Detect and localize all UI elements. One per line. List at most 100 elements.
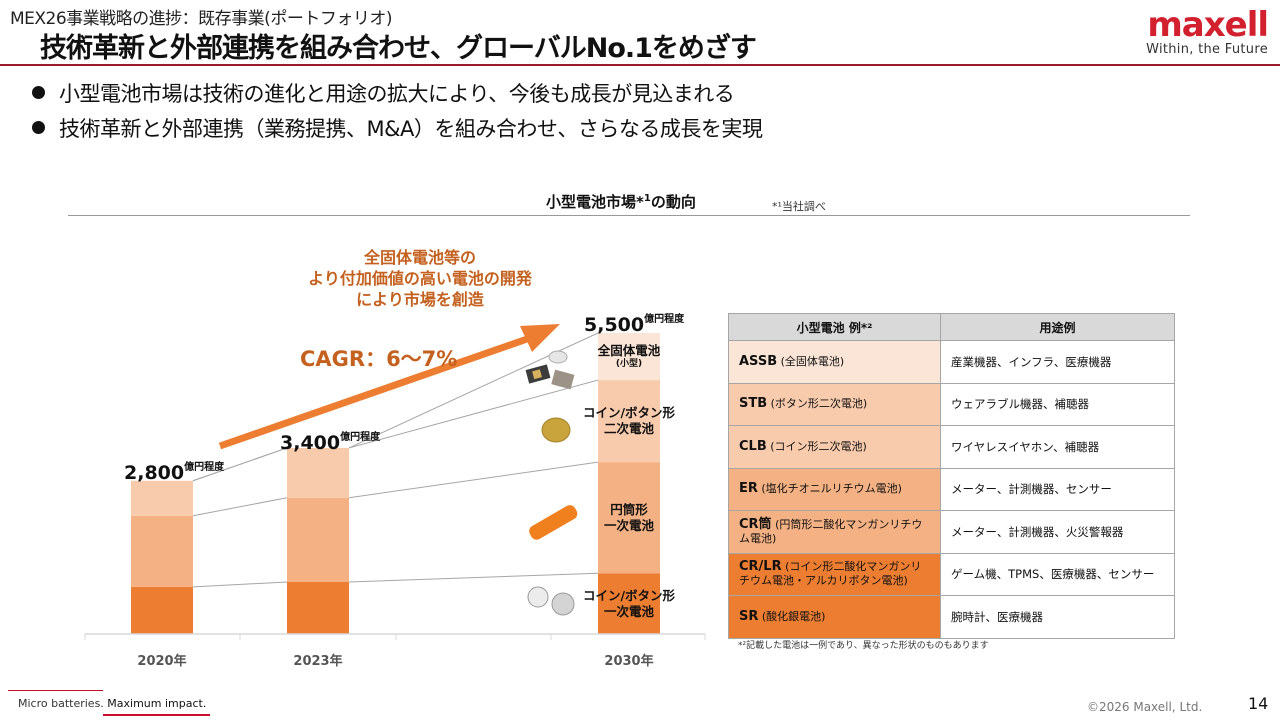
use-case-cell: ワイヤレスイヤホン、補聴器 [940, 425, 1175, 469]
battery-type-cell: STB (ボタン形二次電池) [728, 382, 941, 426]
bar-segment [287, 582, 349, 634]
cylindrical-battery-image [529, 505, 578, 540]
connector-line [192, 497, 288, 517]
coin-primary-battery-image [527, 586, 549, 608]
battery-description: (ボタン形二次電池) [770, 397, 868, 411]
callout-line: 全固体電池等の [363, 248, 476, 267]
chart-source-note: *¹当社調べ [772, 200, 826, 213]
page-number: 14 [1248, 694, 1269, 713]
battery-examples-table: 小型電池 例*² 用途例 ASSB (全固体電池) 産業機器、インフラ、医療機器 S… [728, 313, 1175, 639]
segment-label-line: コイン/ボタン形 [582, 587, 676, 603]
bar-total-label: 2,800億円程度 [124, 458, 224, 484]
callout-line: より付加価値の高い電池の開発 [308, 269, 532, 288]
bar-segment [598, 462, 660, 574]
bullet-item: 小型電池市場は技術の進化と用途の拡大により、今後も成長が見込まれる [32, 78, 735, 108]
battery-code: CR/LR [739, 559, 782, 575]
bar-segment [598, 333, 660, 381]
slide-title: 技術革新と外部連携を組み合わせ、グローバルNo.1をめざす [40, 33, 757, 64]
chart-title-main: 小型電池市場* [546, 193, 644, 211]
bar-segment [131, 586, 193, 634]
use-case-cell: メーター、計測機器、火災警報器 [940, 510, 1175, 554]
battery-description: (コイン形二次電池) [770, 439, 867, 453]
assb-battery-image [548, 350, 568, 364]
bullet-item: 技術革新と外部連携（業務提携、M&A）を組み合わせ、さらなる成長を実現 [32, 113, 763, 143]
connector-line [348, 379, 599, 449]
bar-segment [287, 497, 349, 583]
table-row: ER (塩化チオニルリチウム電池) メーター、計測機器、センサー [728, 467, 1175, 511]
use-case-cell: メーター、計測機器、センサー [940, 467, 1175, 511]
battery-code: CR筒 [739, 516, 772, 532]
assb-chip-image [551, 369, 575, 390]
bar-segment [131, 515, 193, 587]
battery-type-cell: CLB (コイン形二次電池) [728, 425, 941, 469]
bar-total-label: 5,500億円程度 [584, 310, 684, 336]
bullet-text: 技術革新と外部連携（業務提携、M&A）を組み合わせ、さらなる成長を実現 [59, 117, 763, 141]
battery-images [525, 350, 578, 616]
growth-arrow-shaft [218, 334, 532, 450]
segment-label: コイン/ボタン形 二次電池 [574, 405, 684, 437]
battery-code: CLB [739, 438, 767, 454]
coin-primary-battery-image [551, 592, 575, 616]
battery-code: STB [739, 396, 768, 412]
logo-tagline: Within, the Future [1146, 42, 1268, 57]
bar-segment [598, 573, 660, 634]
footer-rule [103, 714, 210, 716]
table-row: CLB (コイン形二次電池) ワイヤレスイヤホン、補聴器 [728, 425, 1175, 469]
segment-label-line: 二次電池 [603, 421, 654, 437]
chart-title-sup: 1 [643, 193, 651, 204]
table-header: 小型電池 例*² [728, 313, 941, 341]
callout-text: 全固体電池等の より付加価値の高い電池の開発 により市場を創造 [250, 247, 590, 310]
chart-title: 小型電池市場*1の動向 [546, 191, 696, 212]
segment-label-sub: (小型) [615, 358, 643, 369]
table-row: SR (酸化銀電池) 腕時計、医療機器 [728, 595, 1175, 639]
battery-code: ER [739, 481, 758, 497]
use-case-cell: 腕時計、医療機器 [940, 595, 1175, 639]
header-divider [0, 64, 1280, 66]
slide-subtitle: MEX26事業戦略の進捗：既存事業(ポートフォリオ) [10, 9, 392, 29]
footer-tagline-part2: Maximum impact. [107, 697, 207, 710]
bullet-dot-icon [32, 86, 45, 99]
table-footnote: *²記載した電池は一例であり、異なった形状のものもあります [738, 641, 989, 651]
segment-label: 全固体電池 (小型) [574, 343, 684, 370]
connector-line [192, 447, 288, 482]
total-unit: 億円程度 [644, 314, 685, 325]
bullet-dot-icon [32, 121, 45, 134]
battery-description: (コイン形二酸化マンガンリチウム電池・アルカリボタン電池) [739, 560, 922, 588]
cagr-annotation: CAGR：6〜7% [300, 347, 458, 371]
battery-type-cell: ER (塩化チオニルリチウム電池) [728, 467, 941, 511]
maxell-logo: maxell Within, the Future [1128, 5, 1269, 60]
growth-arrow [218, 324, 560, 450]
callout-line: により市場を創造 [356, 290, 484, 309]
connector-line [192, 581, 288, 588]
bar-segment [131, 480, 193, 516]
coin-secondary-battery-image [541, 417, 571, 443]
battery-type-cell: CR/LR (コイン形二酸化マンガンリチウム電池・アルカリボタン電池) [728, 552, 941, 596]
use-case-cell: ゲーム機、TPMS、医療機器、センサー [940, 552, 1175, 596]
use-case-cell: 産業機器、インフラ、医療機器 [940, 340, 1175, 384]
stacked-bars [131, 333, 660, 634]
footer-rule [8, 690, 103, 691]
table-row: STB (ボタン形二次電池) ウェアラブル機器、補聴器 [728, 382, 1175, 426]
battery-code: SR [739, 608, 759, 624]
bar-total-label: 3,400億円程度 [280, 428, 380, 454]
segment-label: 円筒形 一次電池 [574, 502, 684, 534]
logo-wordmark: maxell [1147, 5, 1269, 45]
connector-line [348, 461, 599, 499]
footer-tagline: Micro batteries. Maximum impact. [18, 697, 206, 710]
battery-type-cell: SR (酸化銀電池) [728, 595, 941, 639]
x-axis [84, 633, 706, 640]
table-row: CR/LR (コイン形二酸化マンガンリチウム電池・アルカリボタン電池) ゲーム機、… [728, 552, 1175, 596]
chart-divider [68, 215, 1190, 216]
x-tick-label: 2023年 [293, 654, 343, 669]
table-header: 用途例 [940, 313, 1175, 341]
footer-tagline-part1: Micro batteries. [18, 697, 108, 710]
total-value: 5,500 [584, 314, 645, 336]
battery-description: (円筒形二酸化マンガンリチウム電池) [739, 517, 923, 545]
segment-label-line: 一次電池 [603, 603, 654, 619]
battery-type-cell: ASSB (全固体電池) [728, 340, 941, 384]
segment-label: コイン/ボタン形 一次電池 [574, 588, 684, 620]
total-value: 3,400 [280, 432, 341, 454]
bullet-text: 小型電池市場は技術の進化と用途の拡大により、今後も成長が見込まれる [59, 82, 735, 106]
table-row: ASSB (全固体電池) 産業機器、インフラ、医療機器 [728, 340, 1175, 384]
segment-label-line: 全固体電池 [597, 342, 661, 358]
